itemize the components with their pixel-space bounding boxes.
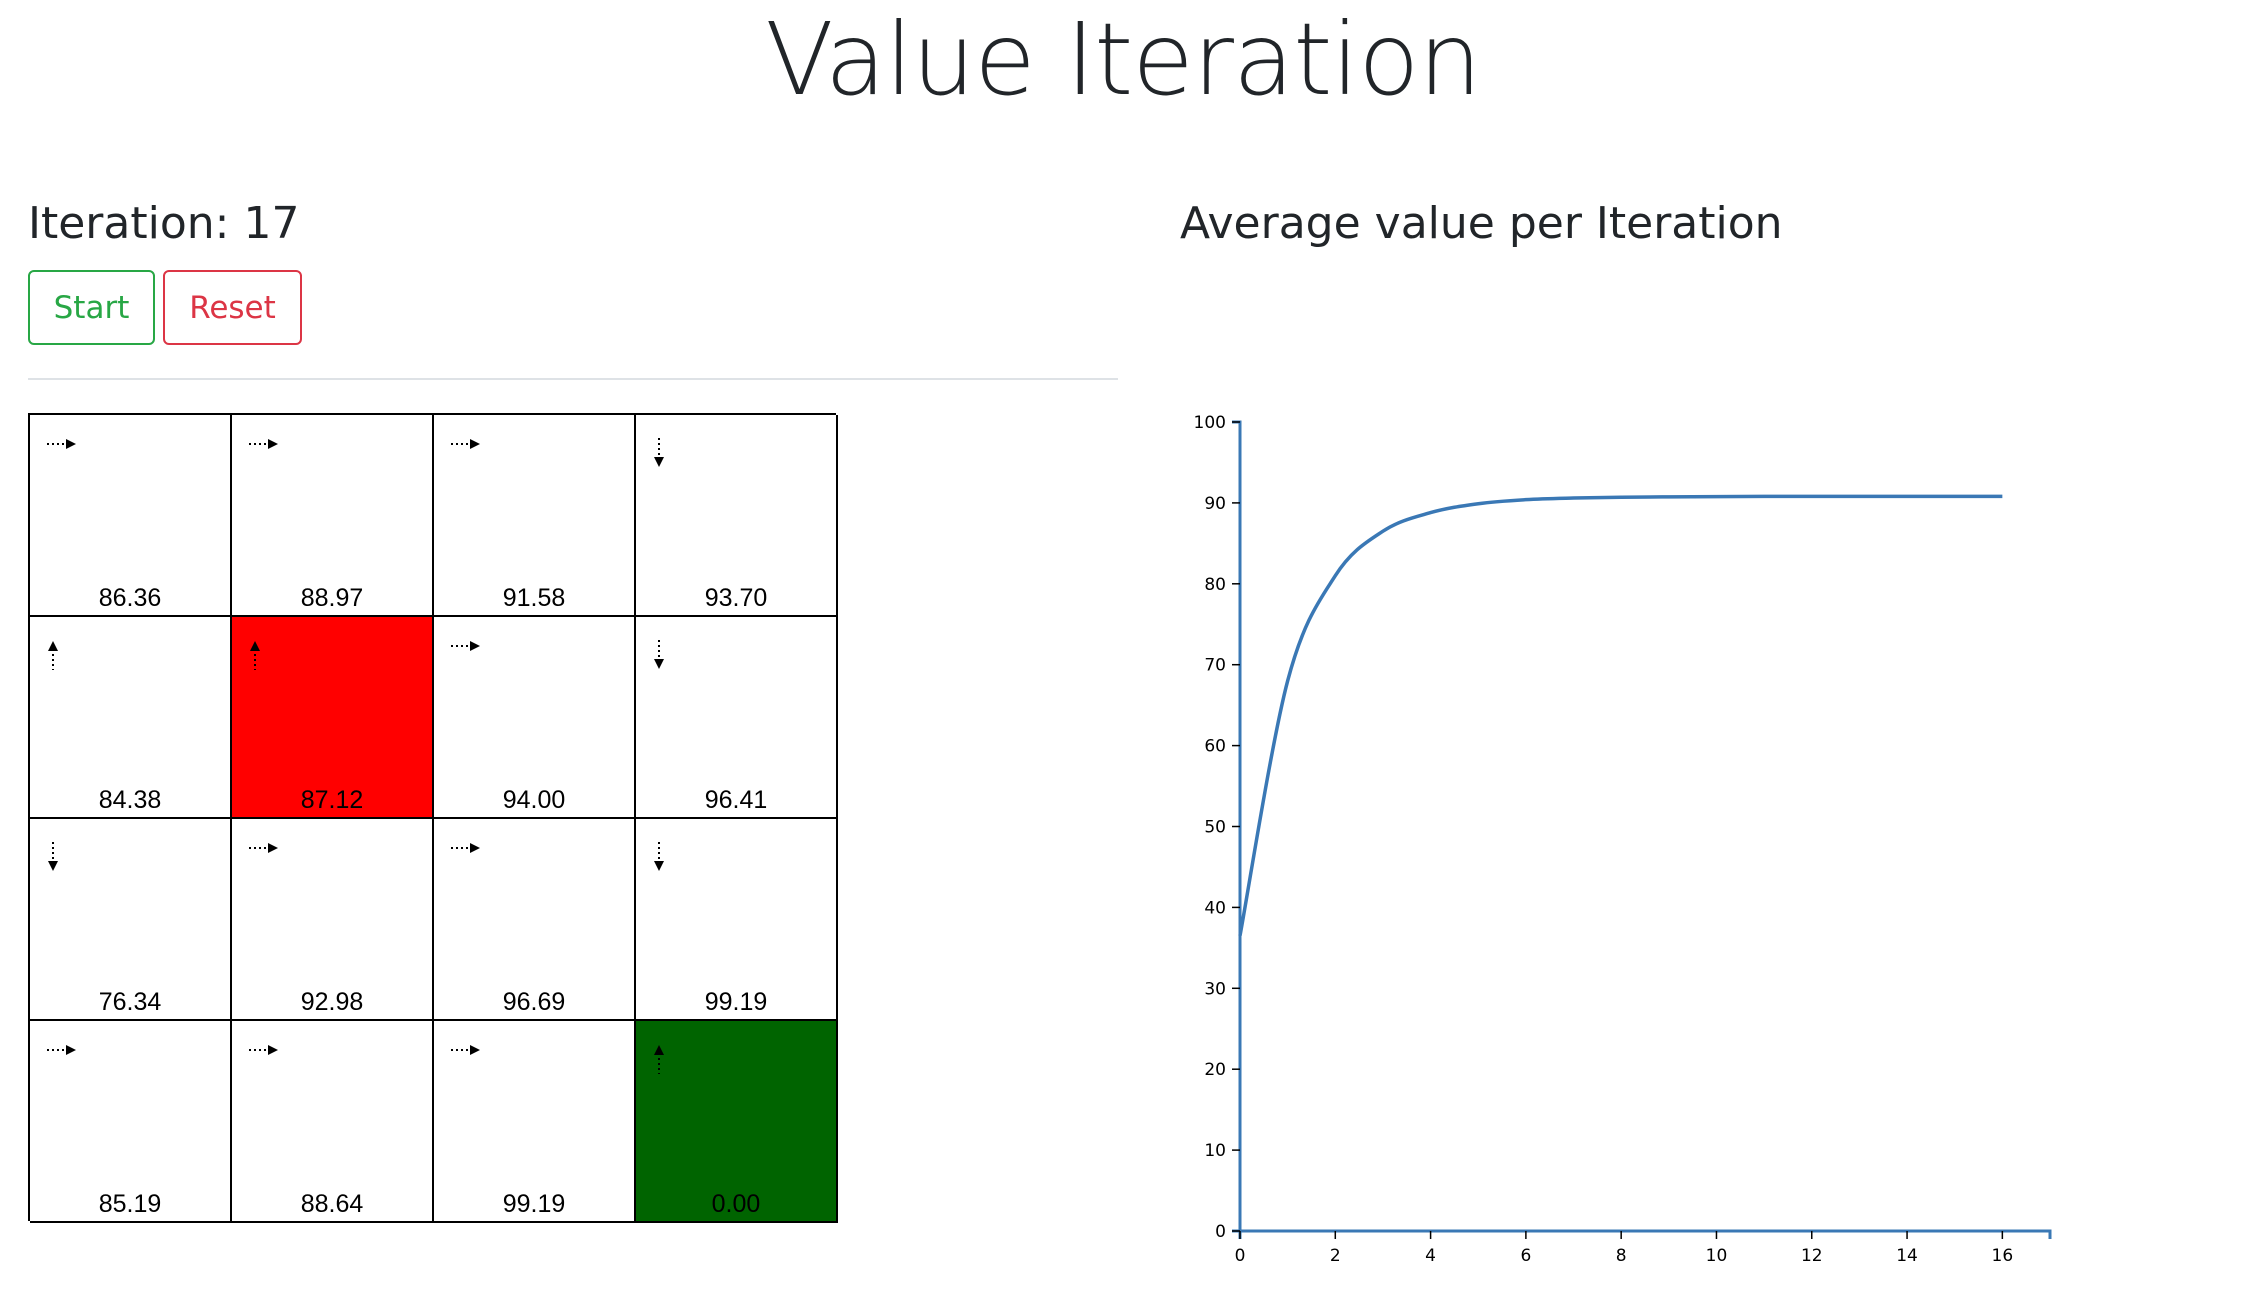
grid-cell: 0.00	[636, 1021, 838, 1223]
y-tick-label: 0	[1215, 1222, 1226, 1242]
x-tick-label: 16	[1992, 1246, 2014, 1266]
grid-cell: 88.97	[232, 415, 434, 617]
grid-cell: 84.38	[30, 617, 232, 819]
y-tick-label: 100	[1194, 413, 1226, 433]
cell-value: 0.00	[711, 1190, 761, 1218]
cell-value: 99.19	[502, 1190, 566, 1218]
y-tick-label: 30	[1204, 979, 1226, 999]
grid-cell: 99.19	[434, 1021, 636, 1223]
y-tick-label: 90	[1204, 494, 1226, 514]
chart-title: Average value per Iteration	[1180, 198, 1783, 249]
average-value-chart: 0 10 20 30 40 50 60 70 80 90 100 0 2 4 6 8 10 12 14 16	[1194, 413, 2052, 1266]
y-tick-label: 70	[1204, 656, 1226, 676]
grid-cell: 91.58	[434, 415, 636, 617]
grid-cell: 87.12	[232, 617, 434, 819]
policy-arrow-right-icon	[450, 841, 482, 860]
y-tick-label: 80	[1204, 575, 1226, 595]
cell-value: 91.58	[502, 584, 566, 612]
policy-arrow-up-icon	[652, 1043, 666, 1080]
policy-arrow-right-icon	[450, 1043, 482, 1062]
x-tick-label: 8	[1616, 1246, 1627, 1266]
cell-value: 88.97	[300, 584, 364, 612]
grid-cell: 93.70	[636, 415, 838, 617]
cell-value: 87.12	[300, 786, 364, 814]
grid-cell: 96.69	[434, 819, 636, 1021]
grid-cell: 86.36	[30, 415, 232, 617]
policy-arrow-down-icon	[46, 841, 60, 878]
y-tick-label: 20	[1204, 1060, 1226, 1080]
cell-value: 88.64	[300, 1190, 364, 1218]
cell-value: 84.38	[98, 786, 162, 814]
x-tick-label: 2	[1330, 1246, 1341, 1266]
policy-arrow-down-icon	[652, 437, 666, 474]
series-line	[1238, 494, 2003, 937]
grid-cell: 88.64	[232, 1021, 434, 1223]
policy-arrow-right-icon	[248, 841, 280, 860]
policy-arrow-right-icon	[248, 1043, 280, 1062]
x-tick-label: 4	[1425, 1246, 1436, 1266]
policy-arrow-up-icon	[248, 639, 262, 676]
policy-arrow-up-icon	[46, 639, 60, 676]
grid-cell: 76.34	[30, 819, 232, 1021]
policy-arrow-right-icon	[46, 1043, 78, 1062]
y-tick-label: 10	[1204, 1141, 1226, 1161]
cell-value: 86.36	[98, 584, 162, 612]
cell-value: 85.19	[98, 1190, 162, 1218]
x-tick-label: 6	[1520, 1246, 1531, 1266]
divider	[28, 378, 1118, 380]
cell-value: 92.98	[300, 988, 364, 1016]
x-axis	[1238, 1229, 2052, 1239]
page-title: Value Iteration	[765, 1, 1482, 118]
policy-arrow-down-icon	[652, 639, 666, 676]
y-tick-label: 60	[1204, 737, 1226, 757]
policy-arrow-right-icon	[450, 437, 482, 456]
gridworld: 86.36 88.97 91.58 93.70 84.38 87.12 94.00 96.41…	[28, 413, 838, 1223]
y-tick-label: 40	[1204, 898, 1226, 918]
cell-value: 96.41	[704, 786, 768, 814]
policy-arrow-right-icon	[248, 437, 280, 456]
grid-cell: 96.41	[636, 617, 838, 819]
grid-cell: 92.98	[232, 819, 434, 1021]
y-tick-label: 50	[1204, 818, 1226, 838]
x-tick-label: 0	[1235, 1246, 1246, 1266]
cell-value: 76.34	[98, 988, 162, 1016]
x-tick-label: 14	[1896, 1246, 1918, 1266]
reset-button[interactable]: Reset	[163, 270, 302, 345]
cell-value: 99.19	[704, 988, 768, 1016]
x-tick-label: 10	[1706, 1246, 1728, 1266]
policy-arrow-right-icon	[46, 437, 78, 456]
cell-value: 93.70	[704, 584, 768, 612]
grid-cell: 85.19	[30, 1021, 232, 1223]
iteration-counter: Iteration: 17	[28, 198, 300, 249]
cell-value: 94.00	[502, 786, 566, 814]
grid-cell: 99.19	[636, 819, 838, 1021]
cell-value: 96.69	[502, 988, 566, 1016]
policy-arrow-right-icon	[450, 639, 482, 658]
x-tick-label: 12	[1801, 1246, 1823, 1266]
start-button[interactable]: Start	[28, 270, 155, 345]
policy-arrow-down-icon	[652, 841, 666, 878]
grid-cell: 94.00	[434, 617, 636, 819]
